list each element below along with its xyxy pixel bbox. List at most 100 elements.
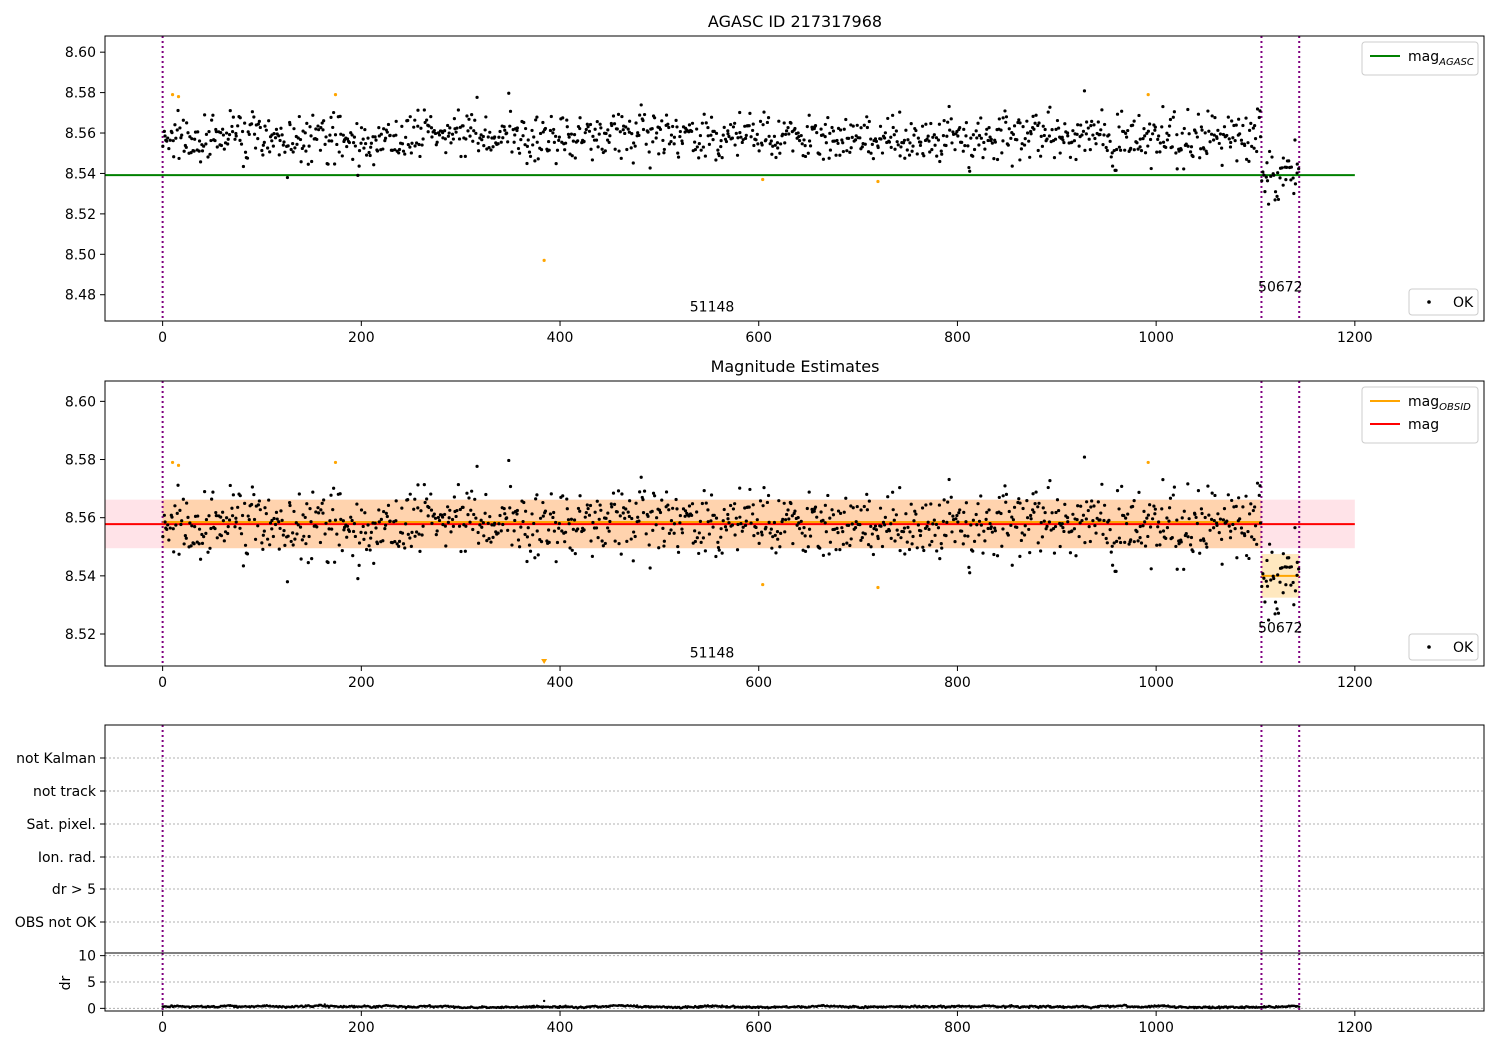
data-point xyxy=(607,140,611,145)
data-point xyxy=(324,135,328,139)
data-point xyxy=(425,497,429,501)
data-point xyxy=(304,149,308,153)
data-point xyxy=(316,124,320,128)
data-point xyxy=(362,146,366,150)
data-point xyxy=(599,508,603,512)
data-point xyxy=(629,537,633,541)
data-point xyxy=(1167,519,1171,523)
data-point xyxy=(1115,147,1119,152)
data-point xyxy=(836,141,840,146)
data-point xyxy=(1229,529,1233,533)
data-point xyxy=(182,149,186,153)
data-point xyxy=(768,142,772,146)
data-point xyxy=(1268,542,1272,546)
data-point xyxy=(806,151,810,155)
data-point xyxy=(904,512,908,516)
data-point xyxy=(1221,518,1226,522)
data-point xyxy=(981,551,985,555)
data-point xyxy=(807,139,812,143)
data-point xyxy=(393,148,397,152)
data-point xyxy=(1006,533,1010,537)
data-point xyxy=(734,516,738,520)
data-point xyxy=(761,123,765,127)
data-point xyxy=(1101,532,1105,536)
data-point xyxy=(639,475,643,479)
data-point xyxy=(721,133,725,137)
data-point xyxy=(761,504,765,508)
data-point xyxy=(634,501,638,505)
data-point xyxy=(1104,536,1108,541)
data-point xyxy=(471,527,475,532)
data-point xyxy=(1275,607,1279,611)
data-point xyxy=(1156,137,1160,141)
data-point xyxy=(883,515,887,519)
data-point xyxy=(204,531,208,536)
data-point xyxy=(610,505,614,509)
data-point xyxy=(709,493,714,497)
data-point xyxy=(563,540,567,544)
data-point xyxy=(483,128,487,132)
data-point xyxy=(662,151,666,155)
data-point xyxy=(695,145,699,149)
data-point xyxy=(927,139,931,143)
data-point xyxy=(950,530,954,534)
data-point xyxy=(698,133,703,138)
data-point xyxy=(862,504,866,509)
data-point xyxy=(637,519,641,523)
data-point xyxy=(593,127,597,131)
data-point xyxy=(1174,151,1178,155)
data-point xyxy=(630,132,634,136)
data-point xyxy=(899,536,903,540)
data-point xyxy=(1265,179,1270,183)
data-point xyxy=(345,535,349,539)
data-point xyxy=(340,549,344,553)
data-point xyxy=(1227,137,1231,141)
data-point xyxy=(369,145,373,149)
data-point xyxy=(1098,518,1102,522)
data-point xyxy=(1148,137,1153,142)
data-point xyxy=(554,520,558,525)
data-point xyxy=(866,150,871,154)
data-point xyxy=(1161,104,1165,109)
data-point xyxy=(787,517,791,521)
data-point xyxy=(1053,137,1058,141)
data-point xyxy=(772,520,777,525)
data-point xyxy=(340,154,344,158)
data-point xyxy=(764,138,768,142)
obsid-annotation: 51148 xyxy=(690,646,735,662)
data-point xyxy=(664,490,669,494)
data-point xyxy=(801,548,805,552)
data-point xyxy=(535,140,539,144)
data-point xyxy=(210,497,214,501)
data-point xyxy=(667,142,672,146)
data-point xyxy=(526,138,530,142)
data-point xyxy=(902,526,907,530)
data-point xyxy=(726,129,730,133)
data-point xyxy=(1124,516,1128,520)
data-point xyxy=(674,497,678,502)
data-point xyxy=(535,529,539,533)
data-point xyxy=(472,129,476,133)
data-point xyxy=(364,547,369,552)
data-point xyxy=(506,528,510,532)
data-point xyxy=(171,139,175,143)
data-point xyxy=(971,549,975,553)
data-point xyxy=(849,146,853,150)
data-point xyxy=(1063,122,1067,126)
data-point xyxy=(291,531,295,535)
y-tick-label: 8.52 xyxy=(65,207,96,223)
data-point xyxy=(221,127,225,131)
data-point xyxy=(815,131,819,135)
legend-label: OK xyxy=(1453,295,1474,311)
data-point xyxy=(211,490,215,494)
data-point xyxy=(933,143,937,147)
data-point xyxy=(1191,154,1195,159)
data-point xyxy=(1057,508,1061,513)
data-point xyxy=(1036,541,1040,545)
y-tick-label: 8.56 xyxy=(65,511,96,527)
data-point xyxy=(1215,521,1219,525)
data-point xyxy=(714,554,718,559)
data-point xyxy=(1186,482,1190,486)
data-point xyxy=(309,520,313,524)
data-point xyxy=(625,147,629,152)
